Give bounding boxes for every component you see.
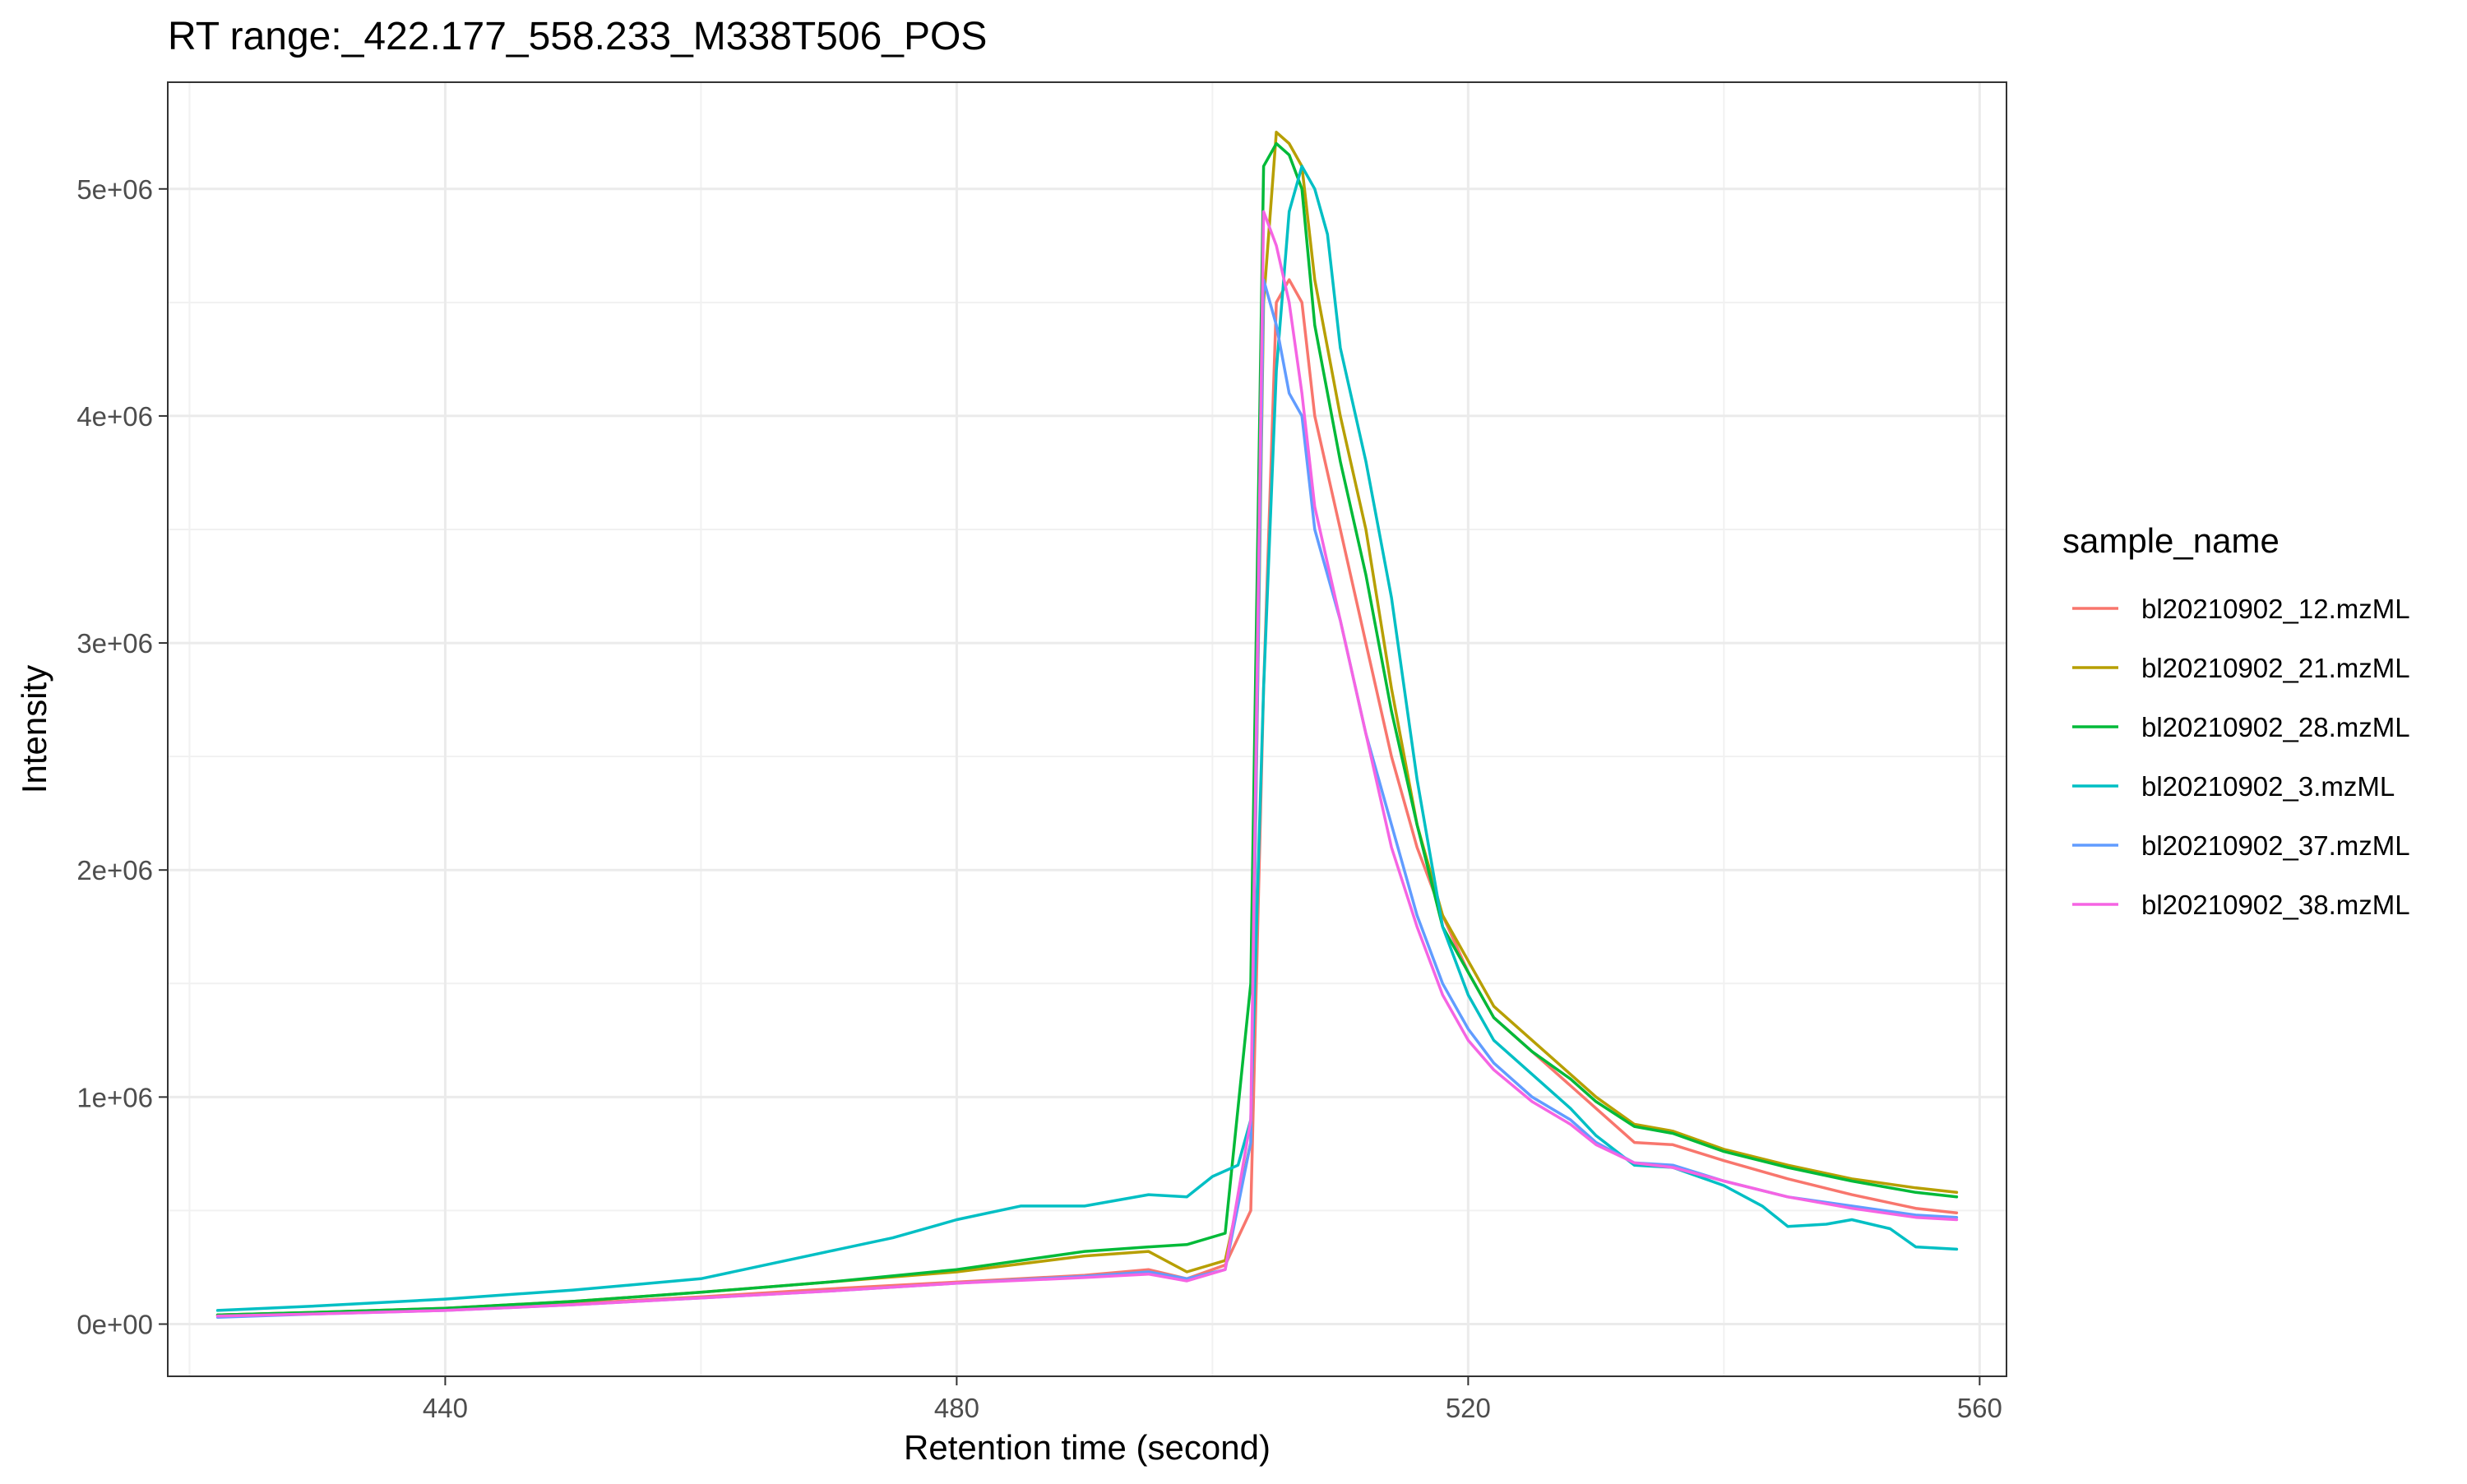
grid-major	[168, 82, 2006, 1376]
y-axis: 0e+00 1e+06 2e+06 3e+06 4e+06 5e+06	[76, 174, 168, 1339]
panel-border	[167, 81, 2007, 1377]
legend-items: bl20210902_12.mzML bl20210902_21.mzML bl20…	[2072, 594, 2410, 920]
legend: sample_name bl20210902_12.mzMLbl20210902…	[2062, 521, 2410, 920]
legend-label: bl20210902_37.mzML	[2141, 830, 2410, 861]
series-line	[215, 278, 1959, 1317]
series-line	[215, 210, 1959, 1318]
y-tick-label: 1e+06	[76, 1082, 153, 1112]
y-tick-label: 3e+06	[76, 628, 153, 659]
x-axis: 440 480 520 560	[423, 1376, 2002, 1423]
x-tick-label: 520	[1446, 1393, 1491, 1423]
legend-label: bl20210902_3.mzML	[2141, 771, 2395, 802]
y-tick-label: 4e+06	[76, 401, 153, 432]
x-tick-label: 560	[1957, 1393, 2002, 1423]
y-axis-label: Intensity	[15, 665, 53, 793]
x-tick-label: 480	[934, 1393, 979, 1423]
series-line	[215, 141, 1959, 1317]
x-axis-label: Retention time (second)	[904, 1428, 1271, 1467]
grid-minor	[168, 82, 2006, 1376]
legend-label: bl20210902_28.mzML	[2141, 712, 2410, 742]
chart-title: RT range:_422.177_558.233_M338T506_POS	[168, 15, 987, 58]
y-tick-label: 0e+00	[76, 1309, 153, 1339]
y-tick-label: 2e+06	[76, 855, 153, 885]
legend-label: bl20210902_38.mzML	[2141, 890, 2410, 920]
series-line	[215, 164, 1959, 1312]
y-tick-label: 5e+06	[76, 174, 153, 205]
legend-label: bl20210902_12.mzML	[2141, 594, 2410, 624]
legend-label: bl20210902_21.mzML	[2141, 653, 2410, 683]
legend-title: sample_name	[2062, 521, 2280, 560]
x-tick-label: 440	[423, 1393, 468, 1423]
series-layer	[215, 131, 1959, 1319]
